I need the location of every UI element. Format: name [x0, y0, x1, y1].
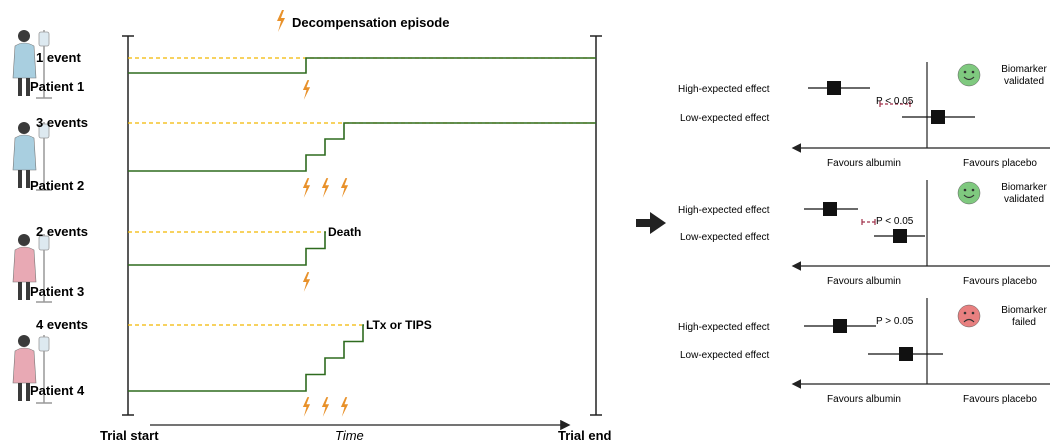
- step-line: [128, 122, 596, 172]
- trial-start-label: Trial start: [100, 428, 159, 443]
- row-label-high: High-expected effect: [678, 322, 770, 333]
- p-value-label: P < 0.05: [876, 96, 914, 107]
- row-label-high: High-expected effect: [678, 205, 770, 216]
- patient-group: 2 events Patient 3 Death: [12, 224, 361, 303]
- p-value-label: P > 0.05: [876, 316, 914, 327]
- outcome-label: LTx or TIPS: [366, 318, 432, 332]
- point-estimate: [823, 202, 837, 216]
- favours-placebo-label: Favours placebo: [963, 394, 1037, 405]
- patient-group: 1 event Patient 1: [12, 30, 596, 100]
- patient-icon: [12, 234, 52, 303]
- step-line: [128, 231, 326, 266]
- outcome-label: Death: [328, 225, 361, 239]
- patient-icon: [12, 30, 52, 99]
- bolt-icon: [321, 178, 330, 198]
- patients-layer: 1 event Patient 1 3 events Patient 2 2 event…: [12, 30, 596, 417]
- result-label-line2: validated: [1004, 76, 1044, 87]
- favours-placebo-label: Favours placebo: [963, 158, 1037, 169]
- result-label-line1: Biomarker: [1001, 64, 1047, 75]
- bolt-icon: [302, 272, 311, 292]
- timeline-frame: [122, 35, 602, 431]
- p-value-label: P < 0.05: [876, 216, 914, 227]
- point-estimate: [931, 110, 945, 124]
- bolt-icon: [302, 397, 311, 417]
- forest-panel: High-expected effect Low-expected effect P…: [678, 180, 1050, 287]
- trial-end-label: Trial end: [558, 428, 612, 443]
- bolt-icon: [302, 80, 311, 100]
- point-estimate: [893, 229, 907, 243]
- bolt-icon: [302, 178, 311, 198]
- events-label: 1 event: [36, 50, 81, 65]
- row-label-low: Low-expected effect: [680, 232, 770, 243]
- result-label-line1: Biomarker: [1001, 182, 1047, 193]
- patient-icon: [12, 122, 52, 191]
- patient-group: 4 events Patient 4 LTx or TIPS: [12, 317, 432, 417]
- point-estimate: [899, 347, 913, 361]
- time-label: Time: [335, 428, 364, 443]
- row-label-low: Low-expected effect: [680, 113, 770, 124]
- patient-group: 3 events Patient 2: [12, 115, 596, 198]
- point-estimate: [833, 319, 847, 333]
- events-label: 4 events: [36, 317, 88, 332]
- forest-panel: High-expected effect Low-expected effect P…: [678, 62, 1050, 169]
- patient-name: Patient 1: [30, 79, 84, 94]
- favours-placebo-label: Favours placebo: [963, 276, 1037, 287]
- patient-icon: [12, 335, 52, 404]
- result-label-line2: validated: [1004, 194, 1044, 205]
- bolt-icon: [277, 10, 285, 32]
- row-label-high: High-expected effect: [678, 84, 770, 95]
- row-label-low: Low-expected effect: [680, 350, 770, 361]
- result-label-line2: failed: [1012, 317, 1036, 328]
- smiley-face-icon: [957, 63, 981, 87]
- patient-name: Patient 4: [30, 383, 85, 398]
- patient-name: Patient 2: [30, 178, 84, 193]
- arrow-right-icon: [636, 212, 666, 234]
- favours-albumin-label: Favours albumin: [827, 158, 901, 169]
- bolt-icon: [340, 178, 349, 198]
- bolt-icon: [321, 397, 330, 417]
- step-line: [128, 57, 596, 74]
- forest-panels: High-expected effect Low-expected effect P…: [678, 62, 1050, 405]
- step-line: [128, 324, 364, 392]
- favours-albumin-label: Favours albumin: [827, 276, 901, 287]
- patient-name: Patient 3: [30, 284, 84, 299]
- forest-panel: High-expected effect Low-expected effect P…: [678, 298, 1050, 405]
- sad-face-icon: [957, 304, 981, 328]
- events-label: 2 events: [36, 224, 88, 239]
- smiley-face-icon: [957, 181, 981, 205]
- bolt-icon: [340, 397, 349, 417]
- legend-label: Decompensation episode: [292, 15, 449, 30]
- point-estimate: [827, 81, 841, 95]
- favours-albumin-label: Favours albumin: [827, 394, 901, 405]
- result-label-line1: Biomarker: [1001, 305, 1047, 316]
- events-label: 3 events: [36, 115, 88, 130]
